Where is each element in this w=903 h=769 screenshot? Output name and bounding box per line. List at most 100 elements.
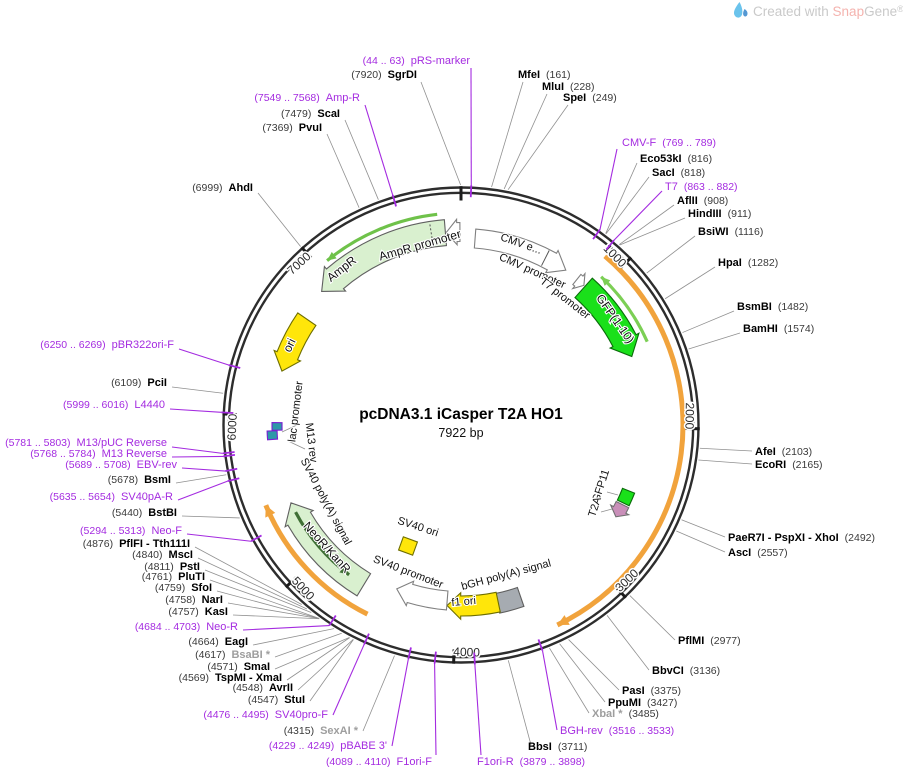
label-psti[interactable]: (4811) PstI	[144, 561, 200, 573]
label-tspmi-xmai[interactable]: (4569) TspMI - XmaI	[179, 672, 282, 684]
label-pvui[interactable]: (7369) PvuI	[262, 122, 322, 134]
feature-m13-rev-box[interactable]	[271, 421, 283, 431]
site-name: (4476 .. 4495)	[203, 709, 268, 721]
label-eco53ki[interactable]: Eco53kI (816)	[640, 153, 712, 165]
feature-ampr-cds[interactable]	[321, 219, 448, 293]
label-m13-reverse[interactable]: (5768 .. 5784) M13 Reverse	[30, 448, 167, 460]
label-pcii[interactable]: (6109) PciI	[111, 377, 167, 389]
label-hpai[interactable]: HpaI (1282)	[718, 257, 778, 269]
label-spei[interactable]: SpeI (249)	[563, 92, 617, 104]
feature-label-sv40-ori[interactable]: SV40 ori	[395, 514, 441, 541]
feature-t2a[interactable]	[609, 500, 631, 518]
label-stui[interactable]: (4547) StuI	[248, 694, 305, 706]
label-aflii[interactable]: AflII (908)	[677, 195, 728, 207]
callout-line-sv40pa-r	[177, 480, 228, 501]
label-sfoi[interactable]: (4759) SfoI	[155, 582, 212, 594]
feature-label-f1-ori[interactable]: f1 ori	[450, 594, 478, 610]
callout-line-pflfi-tth111i	[194, 546, 302, 605]
feature-gfp1-10[interactable]	[574, 277, 640, 358]
label-bamhi[interactable]: BamHI (1574)	[743, 323, 814, 335]
label-bstbi[interactable]: (5440) BstBI	[112, 507, 177, 519]
feature-neor-kanr[interactable]	[284, 502, 372, 597]
label-pasi[interactable]: PasI (3375)	[622, 685, 681, 697]
label-nari[interactable]: (4758) NarI	[165, 594, 223, 606]
label-neo-r[interactable]: (4684 .. 4703) Neo-R	[135, 621, 238, 633]
site-coordinate: (7920)	[351, 69, 381, 81]
label-f1ori-f[interactable]: (4089 .. 4110) F1ori-F	[326, 756, 432, 768]
site-coordinate: (3711)	[558, 741, 588, 753]
label-xbai[interactable]: XbaI * (3485)	[592, 708, 659, 720]
label-amp-r[interactable]: (7549 .. 7568) Amp-R	[254, 92, 360, 104]
site-coordinate: (1574)	[784, 323, 814, 335]
label-afei[interactable]: AfeI (2103)	[755, 446, 812, 458]
label-t7[interactable]: T7 (863 .. 882)	[665, 181, 738, 193]
feature-ampr-promoter-arrow[interactable]	[445, 217, 461, 247]
feature-label-t2a[interactable]: T2A	[585, 494, 605, 520]
label-bbsi[interactable]: BbsI (3711)	[528, 741, 587, 753]
callout-line-t7	[613, 190, 663, 241]
label-sgrdi[interactable]: (7920) SgrDI	[351, 69, 417, 81]
label-m13-puc-reverse[interactable]: (5781 .. 5803) M13/pUC Reverse	[5, 437, 167, 449]
label-bsmi[interactable]: (5678) BsmI	[108, 474, 171, 486]
credit-brand-snap: Snap	[833, 4, 865, 19]
feature-orf-right[interactable]	[556, 254, 686, 628]
label-mlui[interactable]: MluI (228)	[542, 81, 595, 93]
label-bbvci[interactable]: BbvCI (3136)	[652, 665, 720, 677]
label-kasi[interactable]: (4757) KasI	[168, 606, 228, 618]
site-name: PluTI	[178, 571, 205, 583]
feature-t7-promoter-arrow[interactable]	[571, 271, 586, 290]
label-paer7i-pspxi-xhoi[interactable]: PaeR7I - PspXI - XhoI (2492)	[728, 532, 875, 544]
feature-orf-left[interactable]	[263, 504, 369, 617]
feature-lac-promoter-box[interactable]	[266, 430, 279, 441]
label-avrii[interactable]: (4548) AvrII	[233, 682, 293, 694]
primer-mark-neo-r	[328, 615, 337, 627]
label-pluti[interactable]: (4761) PluTI	[142, 571, 205, 583]
site-name: SexAI *	[320, 725, 359, 737]
label-sv40pro-f[interactable]: (4476 .. 4495) SV40pro-F	[203, 709, 328, 721]
feature-ori[interactable]	[273, 312, 317, 372]
label-pflfi-tth111i[interactable]: (4876) PflFI - Tth111I	[83, 538, 190, 550]
label-hindiii[interactable]: HindIII (911)	[688, 208, 751, 220]
site-name: BGH-rev	[560, 725, 603, 737]
label-l4440[interactable]: (5999 .. 6016) L4440	[63, 399, 165, 411]
tick-label-7000: 7000	[284, 249, 313, 277]
feature-sv40-ori[interactable]	[397, 536, 419, 556]
label-ecori[interactable]: EcoRI (2165)	[755, 459, 823, 471]
label-neo-f[interactable]: (5294 .. 5313) Neo-F	[80, 525, 182, 537]
label-saci[interactable]: SacI (818)	[652, 167, 705, 179]
label-bsmbi[interactable]: BsmBI (1482)	[737, 301, 808, 313]
callout-line-bsmbi	[682, 310, 735, 333]
label-smai[interactable]: (4571) SmaI	[207, 661, 270, 673]
feature-gfp11-box[interactable]	[616, 487, 636, 507]
label-bsiwi[interactable]: BsiWI (1116)	[698, 226, 763, 238]
label-pflmi[interactable]: PflMI (2977)	[678, 635, 741, 647]
label-bsabi[interactable]: (4617) BsaBI *	[195, 649, 271, 661]
label-scai[interactable]: (7479) ScaI	[281, 108, 340, 120]
label-f1ori-r[interactable]: F1ori-R (3879 .. 3898)	[477, 756, 585, 768]
credit-brand-gene: Gene	[864, 4, 897, 19]
label-msci[interactable]: (4840) MscI	[132, 549, 193, 561]
label-pbabe-3[interactable]: (4229 .. 4249) pBABE 3'	[269, 740, 387, 752]
label-ahdi[interactable]: (6999) AhdI	[192, 182, 253, 194]
label-mfei[interactable]: MfeI (161)	[518, 69, 571, 81]
label-asci[interactable]: AscI (2557)	[728, 547, 788, 559]
label-eagi[interactable]: (4664) EagI	[188, 636, 248, 648]
feature-sv40-promoter[interactable]	[395, 580, 449, 611]
features-layer	[266, 212, 649, 621]
label-cmv-f[interactable]: CMV-F (769 .. 789)	[622, 137, 716, 149]
label-ppumi[interactable]: PpuMI (3427)	[608, 697, 677, 709]
site-name: MluI	[542, 81, 564, 93]
label-sexai[interactable]: (4315) SexAI *	[284, 725, 359, 737]
site-coordinate: (816)	[688, 153, 713, 165]
site-name: M13 Reverse	[102, 448, 167, 460]
feature-f1-ori[interactable]	[446, 591, 501, 621]
label-ebv-rev[interactable]: (5689 .. 5708) EBV-rev	[65, 459, 177, 471]
label-sv40pa-r[interactable]: (5635 .. 5654) SV40pA-R	[50, 491, 173, 503]
label-bgh-rev[interactable]: BGH-rev (3516 .. 3533)	[560, 725, 674, 737]
label-pbr322ori-f[interactable]: (6250 .. 6269) pBR322ori-F	[40, 339, 174, 351]
label-prs-marker[interactable]: (44 .. 63) pRS-marker	[363, 55, 471, 67]
feature-label-bgh-poly-a-signal[interactable]: bGH poly(A) signal	[459, 556, 553, 594]
callout-line-hpai	[664, 266, 716, 300]
feature-label-lac-promoter[interactable]: lac promoter	[285, 379, 307, 444]
